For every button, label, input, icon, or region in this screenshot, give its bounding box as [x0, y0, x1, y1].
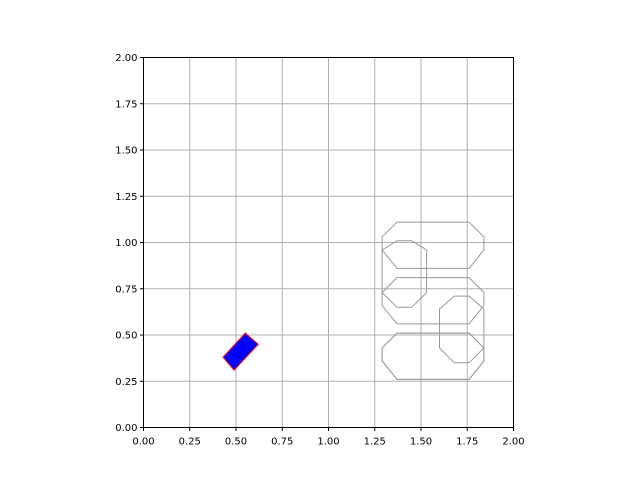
x-tick-label: 0.00 — [132, 437, 154, 448]
y-tick-label: 2.00 — [115, 53, 137, 64]
outline-shape-5 — [381, 332, 485, 380]
x-tick-labels: 0.00 0.25 0.50 0.75 1.00 1.25 1.50 1.75 2.00 — [132, 437, 524, 448]
x-tick-label: 2.00 — [502, 437, 524, 448]
x-tick-label: 0.50 — [225, 437, 247, 448]
outline-shape-3 — [381, 277, 485, 325]
outline-shape-1 — [381, 221, 485, 269]
y-tick-labels: 0.00 0.25 0.50 0.75 1.00 1.25 1.50 1.75 2.00 — [115, 53, 137, 434]
x-tick-label: 1.25 — [364, 437, 386, 448]
y-tick-label: 0.25 — [115, 377, 137, 388]
y-tick-label: 0.50 — [115, 331, 137, 342]
outline-shape-2 — [381, 240, 428, 308]
y-tick-label: 1.75 — [115, 99, 137, 110]
y-tick-label: 0.75 — [115, 284, 137, 295]
grid-lines — [143, 57, 514, 428]
filled-shape — [222, 332, 259, 371]
y-tick-label: 1.25 — [115, 192, 137, 203]
outline-shape-6 — [381, 332, 485, 380]
y-tick-label: 1.50 — [115, 146, 137, 157]
x-tick-label: 1.50 — [410, 437, 432, 448]
x-tick-label: 0.75 — [271, 437, 293, 448]
outline-shape-4 — [439, 295, 485, 364]
y-tick-label: 1.00 — [115, 238, 137, 249]
plot-shapes — [222, 221, 485, 380]
x-tick-label: 1.00 — [317, 437, 339, 448]
x-tick-label: 1.75 — [456, 437, 478, 448]
x-tick-label: 0.25 — [179, 437, 201, 448]
y-tick-label: 0.00 — [115, 423, 137, 434]
tick-marks — [140, 57, 514, 431]
